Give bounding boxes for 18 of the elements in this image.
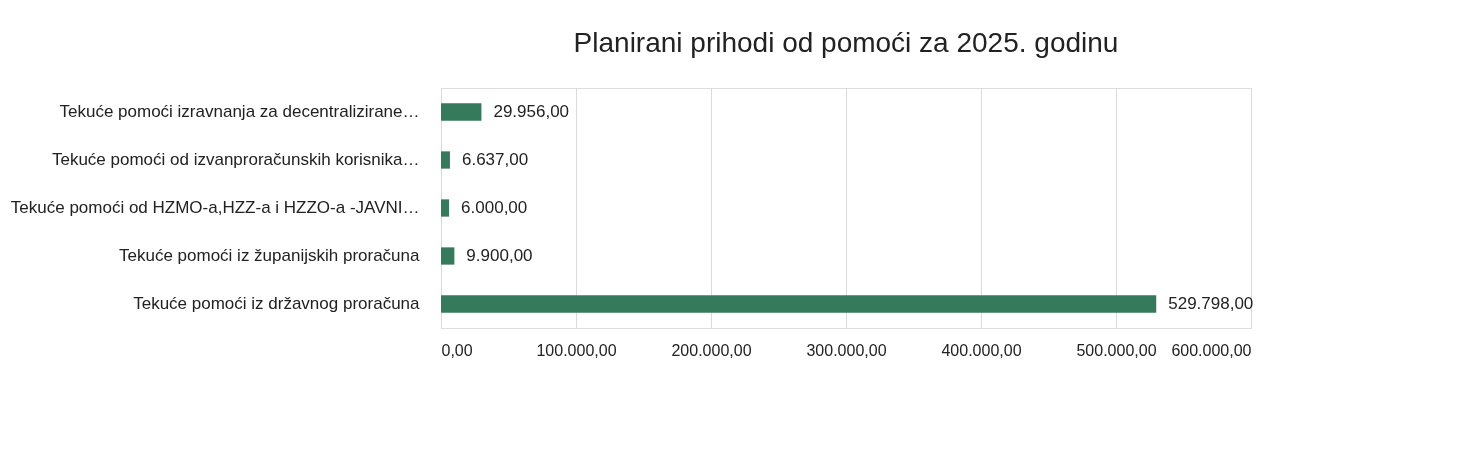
x-tick-label: 0,00 [441,341,473,359]
x-tick-label: 100.000,00 [536,341,617,359]
y-tick-label: Tekuće pomoći od HZMO-a,HZZ-a i HZZO-a -JAVNI… [10,198,420,217]
x-tick-label: 400.000,00 [941,341,1022,359]
x-tick-label: 500.000,00 [1076,341,1157,359]
x-tick-label: 300.000,00 [806,341,887,359]
data-label: 9.900,00 [466,246,533,265]
x-tick-label: 600.000,00 [1171,341,1252,359]
y-tick-label: Tekuće pomoći iz državnog proračuna [133,294,421,313]
y-tick-label: Tekuće pomoći od izvanproračunskih korisnika… [51,150,420,169]
chart-title: Planirani prihodi od pomoći za 2025. godinu [573,27,1119,58]
data-label: 29.956,00 [493,102,570,121]
y-tick-label: Tekuće pomoći izravnanja za decentralizirane… [59,102,420,121]
data-label: 529.798,00 [1168,294,1254,313]
x-tick-label: 200.000,00 [671,341,752,359]
data-label: 6.000,00 [461,198,528,217]
data-label: 6.637,00 [461,150,529,169]
y-tick-label: Tekuće pomoći iz županijskih proračuna [119,246,421,265]
